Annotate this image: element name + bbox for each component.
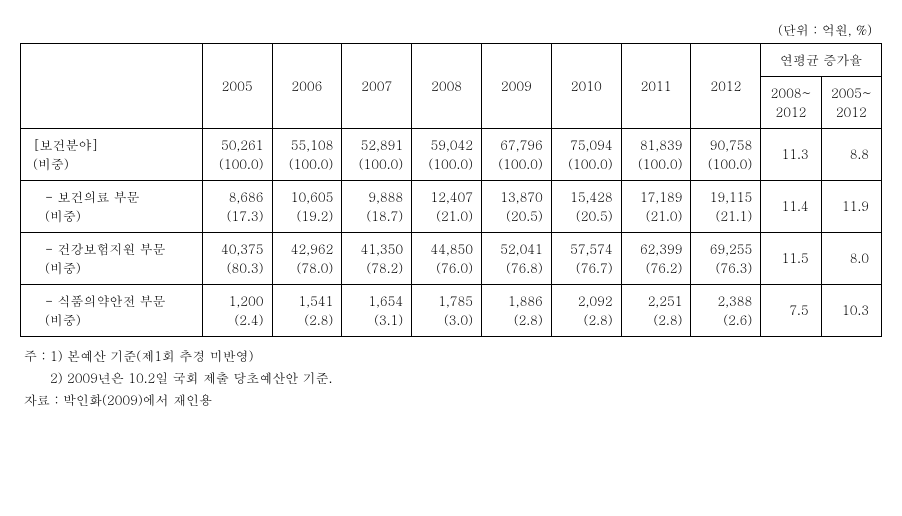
row-label: - 건강보험지원 부문(비중) <box>21 232 203 284</box>
rate-cell: 11.9 <box>821 180 881 232</box>
header-year: 2007 <box>342 44 412 129</box>
row-label: - 식품의약안전 부문(비중) <box>21 284 203 336</box>
note-line: 자료 : 박인화(2009)에서 재인용 <box>24 389 882 411</box>
header-year: 2005 <box>202 44 272 129</box>
data-cell: 90,758(100.0) <box>691 128 761 180</box>
header-year: 2009 <box>481 44 551 129</box>
table-row: - 건강보험지원 부문(비중)40,375(80.3)42,962(78.0)4… <box>21 232 882 284</box>
table-notes: 주 : 1) 본예산 기준(제1회 추경 미반영) 2) 2009년은 10.2… <box>20 345 882 411</box>
data-cell: 81,839(100.0) <box>621 128 691 180</box>
row-label: - 보건의료 부문(비중) <box>21 180 203 232</box>
data-cell: 8,686(17.3) <box>202 180 272 232</box>
data-cell: 69,255(76.3) <box>691 232 761 284</box>
rate-cell: 11.3 <box>761 128 821 180</box>
data-cell: 52,891(100.0) <box>342 128 412 180</box>
data-cell: 10,605(19.2) <box>272 180 342 232</box>
data-cell: 9,888(18.7) <box>342 180 412 232</box>
row-label: [보건분야](비중) <box>21 128 203 180</box>
data-cell: 59,042(100.0) <box>412 128 482 180</box>
header-year: 2011 <box>621 44 691 129</box>
table-row: [보건분야](비중)50,261(100.0)55,108(100.0)52,8… <box>21 128 882 180</box>
header-year: 2008 <box>412 44 482 129</box>
header-growth-col: 2005~2012 <box>821 76 881 128</box>
data-cell: 42,962(78.0) <box>272 232 342 284</box>
data-cell: 44,850(76.0) <box>412 232 482 284</box>
data-cell: 2,251(2.8) <box>621 284 691 336</box>
header-blank <box>21 44 203 129</box>
data-cell: 15,428(20.5) <box>551 180 621 232</box>
data-cell: 62,399(76.2) <box>621 232 691 284</box>
table-row: - 식품의약안전 부문(비중)1,200(2.4)1,541(2.8)1,654… <box>21 284 882 336</box>
header-growth-col: 2008~2012 <box>761 76 821 128</box>
data-cell: 55,108(100.0) <box>272 128 342 180</box>
data-cell: 67,796(100.0) <box>481 128 551 180</box>
rate-cell: 7.5 <box>761 284 821 336</box>
data-cell: 1,541(2.8) <box>272 284 342 336</box>
rate-cell: 10.3 <box>821 284 881 336</box>
data-cell: 40,375(80.3) <box>202 232 272 284</box>
data-cell: 75,094(100.0) <box>551 128 621 180</box>
data-cell: 19,115(21.1) <box>691 180 761 232</box>
header-year: 2012 <box>691 44 761 129</box>
header-growth-title: 연평균 증가율 <box>761 44 882 77</box>
table-row: - 보건의료 부문(비중)8,686(17.3)10,605(19.2)9,88… <box>21 180 882 232</box>
rate-cell: 8.8 <box>821 128 881 180</box>
data-cell: 17,189(21.0) <box>621 180 691 232</box>
data-cell: 12,407(21.0) <box>412 180 482 232</box>
rate-cell: 11.5 <box>761 232 821 284</box>
data-cell: 2,092(2.8) <box>551 284 621 336</box>
data-cell: 41,350(78.2) <box>342 232 412 284</box>
data-cell: 57,574(76.7) <box>551 232 621 284</box>
data-cell: 2,388(2.6) <box>691 284 761 336</box>
budget-table: 2005 2006 2007 2008 2009 2010 2011 2012 … <box>20 43 882 337</box>
rate-cell: 11.4 <box>761 180 821 232</box>
data-cell: 1,654(3.1) <box>342 284 412 336</box>
rate-cell: 8.0 <box>821 232 881 284</box>
data-cell: 50,261(100.0) <box>202 128 272 180</box>
data-cell: 52,041(76.8) <box>481 232 551 284</box>
data-cell: 1,785(3.0) <box>412 284 482 336</box>
header-year: 2010 <box>551 44 621 129</box>
header-year: 2006 <box>272 44 342 129</box>
data-cell: 13,870(20.5) <box>481 180 551 232</box>
unit-label: (단위 : 억원, %) <box>20 20 882 39</box>
data-cell: 1,200(2.4) <box>202 284 272 336</box>
note-line: 주 : 1) 본예산 기준(제1회 추경 미반영) <box>24 345 882 367</box>
note-line: 2) 2009년은 10.2일 국회 제출 당초예산안 기준. <box>24 367 882 389</box>
data-cell: 1,886(2.8) <box>481 284 551 336</box>
